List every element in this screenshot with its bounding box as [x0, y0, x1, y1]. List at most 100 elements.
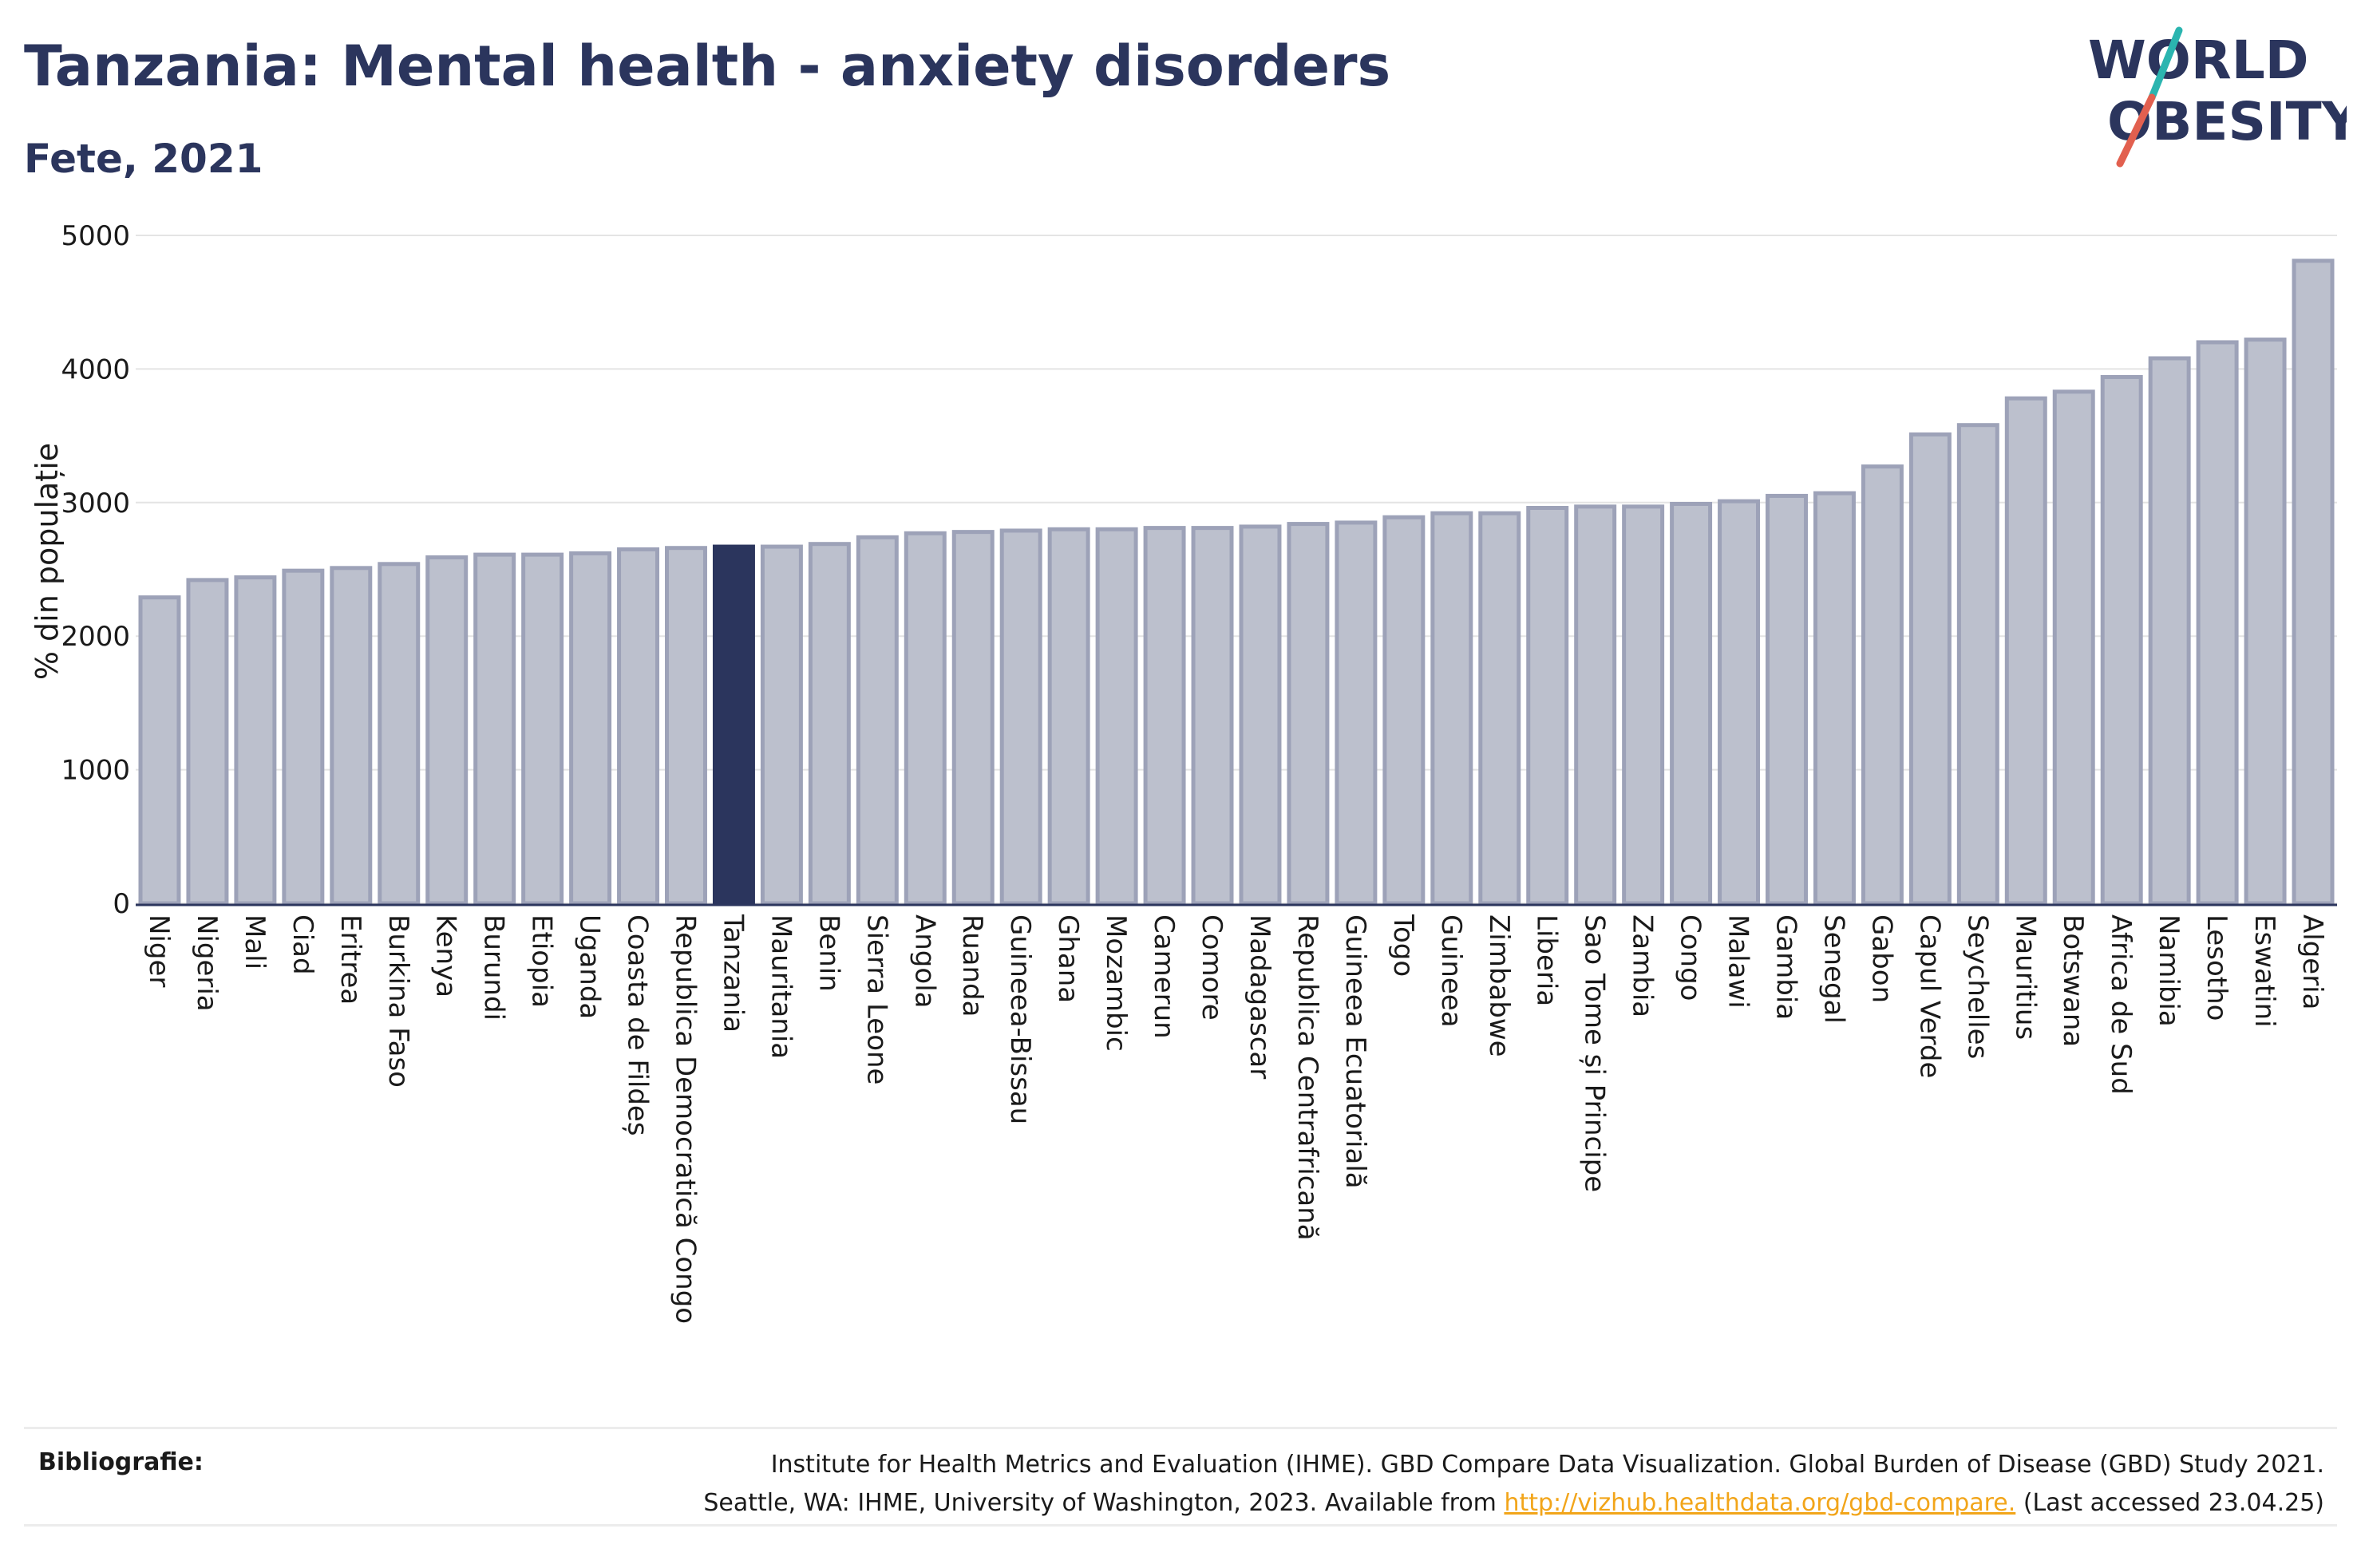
- x-tick-label: Republica Centrafricană: [1291, 914, 1323, 1241]
- x-tick-label: Coasta de Fildeș: [622, 914, 654, 1136]
- bar-senegal: [1813, 491, 1856, 906]
- x-axis-ticks: Niger Nigeria Mali Ciad Eritrea Burkina Faso K…: [143, 914, 2328, 1324]
- y-tick-label: 5000: [61, 220, 130, 252]
- bar-angola: [904, 531, 947, 906]
- x-tick-label: Niger: [143, 914, 175, 987]
- bar-mali: [234, 575, 277, 906]
- bar-sierra-leone: [856, 535, 899, 906]
- chart-subtitle: Fete, 2021: [24, 136, 263, 182]
- bar-comore: [1191, 526, 1234, 906]
- bar-benin: [808, 542, 851, 906]
- x-tick-label: Angola: [908, 914, 940, 1008]
- bar-ciad: [282, 568, 325, 906]
- x-tick-label: Mozambic: [1100, 914, 1132, 1052]
- x-tick-label: Africa de Sud: [2105, 914, 2137, 1095]
- bibliography-label: Bibliografie:: [38, 1448, 204, 1476]
- bar-togo: [1382, 515, 1426, 906]
- bar-coasta-de-filde-: [617, 547, 660, 906]
- bar-kenya: [425, 555, 469, 906]
- bar-burkina-faso: [378, 562, 421, 906]
- bar-congo: [1670, 501, 1713, 906]
- bar-ruanda: [951, 530, 995, 906]
- x-tick-label: Kenya: [430, 914, 462, 997]
- x-tick-label: Ruanda: [956, 914, 988, 1017]
- x-tick-label: Botswana: [2057, 914, 2089, 1047]
- bar-gabon: [1861, 464, 1904, 906]
- x-tick-label: Nigeria: [191, 914, 223, 1012]
- chart-title: Tanzania: Mental health - anxiety disord…: [24, 34, 1391, 99]
- x-tick-label: Algeria: [2296, 914, 2328, 1009]
- logo-slash-top: [2148, 26, 2183, 101]
- bar-capul-verde: [1908, 432, 1952, 906]
- bibliography-line-1: Institute for Health Metrics and Evaluat…: [770, 1451, 2324, 1479]
- bar-tanzania: [712, 544, 755, 906]
- logo-line-world: WORLD: [2088, 30, 2309, 91]
- x-tick-label: Malawi: [1722, 914, 1754, 1009]
- bar-sao-tome-i-principe: [1574, 504, 1617, 906]
- bar-algeria: [2292, 259, 2335, 906]
- x-tick-label: Republica Democratică Congo: [670, 914, 702, 1324]
- x-tick-label: Lesotho: [2201, 914, 2232, 1021]
- bar-eritrea: [330, 566, 373, 906]
- bar-madagascar: [1239, 524, 1282, 906]
- divider-bottom: [24, 1524, 2337, 1527]
- bar-zimbabwe: [1478, 511, 1521, 906]
- bibliography-line-2-suffix: (Last accessed 23.04.25): [2015, 1489, 2324, 1517]
- bar-guineea: [1430, 511, 1473, 906]
- bar-liberia: [1526, 505, 1569, 906]
- bar-seychelles: [1956, 423, 1999, 906]
- x-tick-label: Guineea-Bissau: [1004, 914, 1036, 1124]
- x-tick-label: Gabon: [1865, 914, 1897, 1003]
- bar-malawi: [1718, 499, 1761, 906]
- world-obesity-logo: WORLD OBESITY: [2088, 26, 2347, 168]
- x-tick-label: Liberia: [1531, 914, 1563, 1006]
- x-tick-label: Tanzania: [717, 914, 749, 1033]
- x-tick-label: Eritrea: [334, 914, 366, 1005]
- x-tick-label: Gambia: [1770, 914, 1802, 1020]
- bars: [138, 259, 2335, 906]
- y-tick-label: 4000: [61, 353, 130, 385]
- bar-nigeria: [186, 578, 229, 906]
- x-tick-label: Mali: [239, 914, 271, 970]
- bar-zambia: [1622, 504, 1665, 906]
- x-tick-label: Comore: [1196, 914, 1228, 1021]
- y-axis-ticks: 0 1000 2000 3000 4000 5000: [61, 220, 130, 920]
- bar-africa-de-sud: [2100, 374, 2143, 906]
- bar-guineea-ecuatorial-: [1335, 520, 1378, 906]
- x-tick-label: Burkina Faso: [382, 914, 414, 1088]
- y-tick-label: 0: [113, 888, 130, 920]
- bar-uganda: [569, 551, 612, 906]
- bibliography-text: Institute for Health Metrics and Evaluat…: [703, 1446, 2324, 1523]
- bibliography-link[interactable]: http://vizhub.healthdata.org/gbd-compare…: [1504, 1489, 2016, 1517]
- x-tick-label: Congo: [1675, 914, 1706, 1001]
- bar-eswatini: [2244, 338, 2287, 906]
- x-tick-label: Benin: [813, 914, 844, 992]
- x-tick-label: Ghana: [1052, 914, 1084, 1003]
- x-tick-label: Guineea Ecuatorială: [1339, 914, 1371, 1189]
- x-tick-label: Camerun: [1148, 914, 1180, 1039]
- y-tick-label: 2000: [61, 621, 130, 653]
- bar-lesotho: [2196, 340, 2239, 906]
- x-tick-label: Uganda: [574, 914, 606, 1019]
- x-tick-label: Namibia: [2153, 914, 2185, 1027]
- x-tick-label: Madagascar: [1244, 914, 1275, 1079]
- bar-burundi: [473, 552, 516, 906]
- x-tick-label: Seychelles: [1961, 914, 1993, 1059]
- x-tick-label: Guineea: [1435, 914, 1467, 1028]
- bar-republica-centrafrican-: [1287, 522, 1330, 906]
- y-axis-label: % din populație: [30, 443, 65, 680]
- x-tick-label: Sierra Leone: [860, 914, 892, 1084]
- x-tick-label: Capul Verde: [1913, 914, 1945, 1078]
- bar-camerun: [1143, 526, 1186, 906]
- bibliography-line-2: Seattle, WA: IHME, University of Washing…: [703, 1484, 2324, 1523]
- x-tick-label: Togo: [1387, 914, 1419, 977]
- x-tick-label: Mauritius: [2009, 914, 2041, 1040]
- divider-top: [24, 1427, 2337, 1429]
- x-tick-label: Sao Tome și Principe: [1579, 914, 1611, 1192]
- x-tick-label: Ciad: [287, 914, 318, 975]
- bar-ghana: [1047, 527, 1090, 906]
- x-tick-label: Zimbabwe: [1483, 914, 1515, 1057]
- y-tick-label: 1000: [61, 755, 130, 787]
- bar-gambia: [1766, 493, 1808, 906]
- bar-chart: 0 1000 2000 3000 4000 5000 Niger Nigeria Mali Ci…: [30, 220, 2337, 1324]
